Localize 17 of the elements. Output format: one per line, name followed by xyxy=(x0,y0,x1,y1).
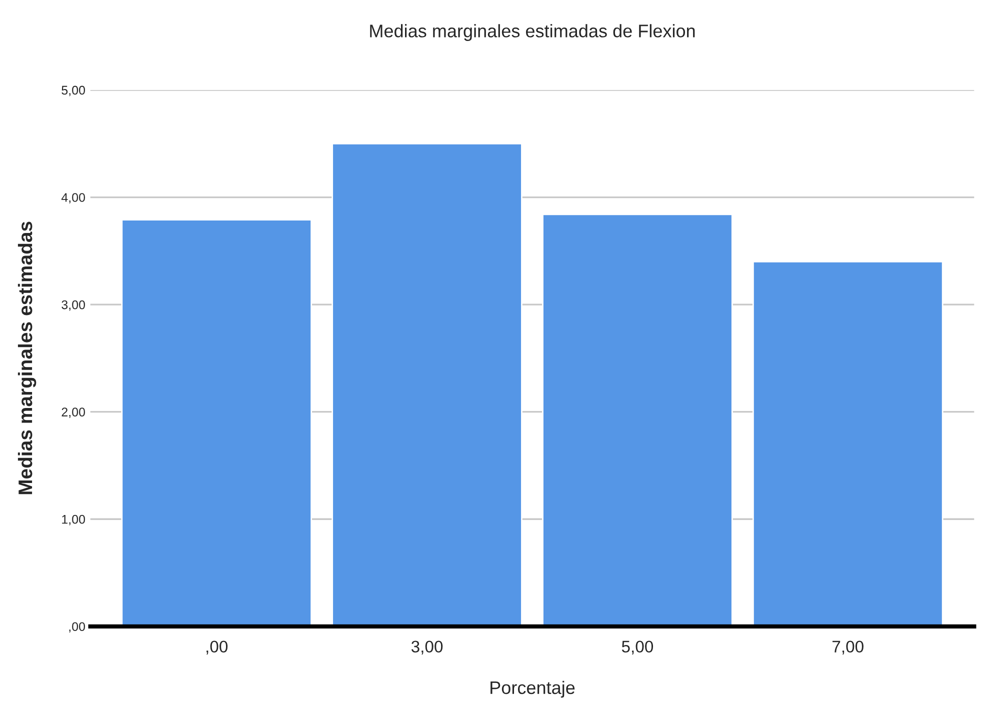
y-tick-label: ,00 xyxy=(69,622,85,633)
y-tick-label: 2,00 xyxy=(62,408,85,418)
chart-title: Medias marginales estimadas de Flexion xyxy=(370,24,695,41)
y-tick-label: 3,00 xyxy=(62,300,85,311)
y-axis-title: Medias marginales estimadas xyxy=(18,222,36,494)
x-axis-title: Porcentaje xyxy=(490,680,575,698)
bar xyxy=(332,142,522,626)
bar xyxy=(121,219,312,626)
x-tick-label: 7,00 xyxy=(832,640,864,654)
y-tick-label: 1,00 xyxy=(62,514,85,526)
x-tick-label: ,00 xyxy=(206,640,228,654)
bar xyxy=(752,260,944,626)
bar xyxy=(542,214,733,626)
y-tick-label: 5,00 xyxy=(62,86,85,96)
x-tick-label: 3,00 xyxy=(411,640,443,654)
x-tick-label: 5,00 xyxy=(622,640,654,654)
y-tick-label: 4,00 xyxy=(61,193,85,204)
